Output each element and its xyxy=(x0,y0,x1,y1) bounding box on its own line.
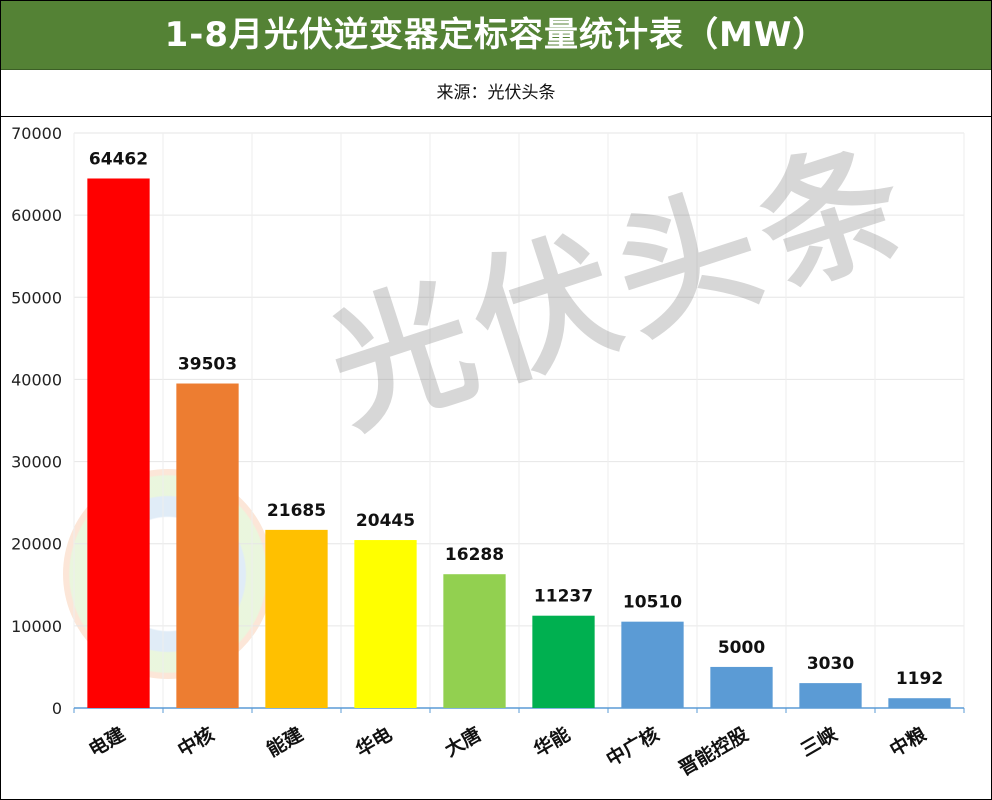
data-label: 5000 xyxy=(718,638,765,658)
bar-8 xyxy=(710,666,773,708)
data-label: 1192 xyxy=(896,669,943,689)
x-tick-label: 中广核 xyxy=(602,722,663,770)
source-caption: 来源：光伏头条 xyxy=(436,83,556,103)
x-tick-label: 晋能控股 xyxy=(675,722,752,780)
axes xyxy=(73,707,965,713)
bar-2 xyxy=(176,383,239,708)
x-tick-label: 电建 xyxy=(85,722,129,761)
y-tick-label: 0 xyxy=(52,699,62,718)
bar-1 xyxy=(87,178,150,708)
data-label: 21685 xyxy=(267,501,326,521)
y-tick-label: 40000 xyxy=(11,370,62,389)
title-bar: 1-8月光伏逆变器定标容量统计表（MW） xyxy=(1,1,991,70)
y-tick-label: 20000 xyxy=(11,535,62,554)
x-tick-label: 大唐 xyxy=(441,722,485,761)
data-labels: 64462 39503 21685 20445 16288 11237 10510 5000 3… xyxy=(89,149,943,689)
bar-9 xyxy=(799,683,862,708)
y-tick-label: 30000 xyxy=(11,453,62,472)
x-tick-label: 三峡 xyxy=(797,722,842,761)
x-tick-label: 中粮 xyxy=(886,722,930,761)
data-label: 16288 xyxy=(445,545,504,565)
chart-title: 1-8月光伏逆变器定标容量统计表（MW） xyxy=(164,15,828,55)
y-tick-label: 70000 xyxy=(11,124,62,143)
bar-3 xyxy=(265,529,328,708)
bars xyxy=(87,178,951,708)
y-tick-label: 50000 xyxy=(11,288,62,307)
x-tick-label: 能建 xyxy=(263,722,307,761)
data-label: 3030 xyxy=(807,654,854,674)
bar-4 xyxy=(354,540,417,708)
data-label: 10510 xyxy=(623,593,682,613)
bar-10 xyxy=(888,698,951,708)
bar-5 xyxy=(443,574,506,708)
bar-7 xyxy=(621,621,684,708)
source-row: 来源：光伏头条 xyxy=(1,70,991,117)
y-tick-label: 60000 xyxy=(11,206,62,225)
data-label: 64462 xyxy=(89,149,148,169)
x-tick-label: 中核 xyxy=(174,722,218,761)
data-label: 11237 xyxy=(534,587,593,607)
data-label: 20445 xyxy=(356,511,415,531)
x-tick-label: 华电 xyxy=(352,722,396,761)
x-tick-label: 华能 xyxy=(530,722,574,761)
y-tick-label: 10000 xyxy=(11,617,62,636)
data-label: 39503 xyxy=(178,355,237,375)
bar-6 xyxy=(532,615,595,708)
bar-chart: 64462 39503 21685 20445 16288 11237 10510 5000 3… xyxy=(11,124,965,780)
